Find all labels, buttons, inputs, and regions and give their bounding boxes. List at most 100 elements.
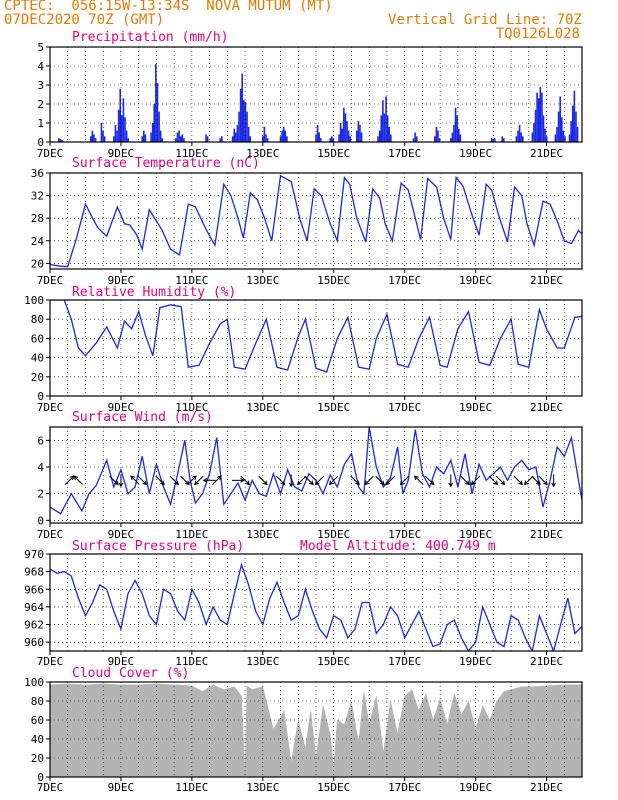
precip-bar [93,134,95,142]
precip-bar [178,130,180,142]
precip-bar [338,134,340,142]
x-tick-label: 7DEC [37,147,64,160]
x-tick-label: 19DEC [459,274,492,287]
panel-frame [49,681,583,778]
precip-bar [557,111,560,142]
wind-arrow-shaft [531,475,541,485]
wind-arrow-head [216,475,222,481]
wind-arrow-head [500,480,506,486]
wind-arrow-shaft [414,475,424,485]
panel-2: 20 24 28 32 36 7DEC 9DEC 11DEC 13DEC 15DEC 17DEC 19… [31,156,583,287]
precip-bar [377,136,379,142]
plot-area [58,64,579,142]
precip-bar [236,124,239,142]
wind-arrow-head [202,477,208,483]
wind-arrow-shaft [538,475,548,485]
plot-area [50,427,582,515]
wind-arrow-head [184,480,190,486]
precip-bar [158,111,160,142]
precip-bar [556,126,558,142]
y-tick-label: 5 [37,41,44,54]
wind-arrow-shaft [424,475,435,485]
x-tick-label: 7DEC [37,781,64,794]
x-tick-label: 21DEC [530,147,563,160]
x-tick-label: 9DEC [108,274,135,287]
y-tick-label: 0 [37,390,44,403]
y-tick-label: 968 [24,566,44,579]
y-tick-label: 6 [37,434,44,447]
precip-bar [284,130,287,142]
precip-bar [117,109,120,142]
wind-arrow-head [518,480,524,486]
wind-arrow-head [328,480,334,486]
precip-bar [239,88,242,142]
y-tick-label: 60 [31,332,44,345]
wind-arrow-shaft [73,475,83,485]
wind-arrow-head [174,480,180,486]
x-tick-label: 11DEC [175,655,208,668]
x-tick-label: 11DEC [175,274,208,287]
wind-arrow-head [493,480,499,486]
x-tick-label: 9DEC [108,401,135,414]
panel-title: Surface Pressure (hPa) [72,539,244,554]
y-tick-label: 40 [31,352,44,365]
model-id: TQ0126L028 [495,26,580,42]
precip-bar [435,126,438,142]
wind-arrow-head [240,477,246,483]
x-tick-label: 17DEC [388,147,421,160]
precip-bar [347,130,350,142]
precip-bar [176,132,179,142]
wind-arrow-head [413,475,419,481]
x-tick-label: 15DEC [317,655,350,668]
y-tick-label: 28 [31,212,44,225]
panel-title: Precipitation (mm/h) [72,30,229,45]
precip-bar [266,138,269,142]
y-tick-label: 20 [31,371,44,384]
panel-frame [49,172,583,270]
wind-arrow-head [288,482,294,488]
y-tick-label: 80 [31,313,44,326]
wind-arrow-head [114,480,119,486]
x-tick-label: 21DEC [530,528,563,541]
wind-arrow-head [536,480,541,486]
precip-bar [360,132,363,142]
wind-arrow-shaft [495,475,505,485]
wind-arrow-shaft [513,475,523,485]
x-tick-label: 15DEC [317,147,350,160]
wind-arrow-shaft [385,475,396,485]
x-tick-label: 9DEC [108,528,135,541]
wind-arrow-head [314,480,320,486]
wind-arrow-head [551,482,556,488]
x-tick-label: 13DEC [246,274,279,287]
precip-bar [125,130,128,142]
x-tick-label: 7DEC [37,655,64,668]
station-title: CPTEC: 056:15W-13:34S NOVA MUTUM (MT) [4,0,333,14]
y-tick-label: 100 [24,676,44,689]
precip-bar [316,124,319,142]
series-line [50,562,582,651]
y-tick-label: 1 [37,117,44,130]
precip-bar [390,134,392,142]
precip-bar [318,132,320,142]
precip-bar [575,111,577,142]
x-tick-label: 11DEC [175,401,208,414]
precip-bar [386,115,389,142]
wind-arrow-shaft [137,475,147,485]
wind-arrow-shaft [194,475,204,485]
precip-bar [536,92,538,142]
precip-bar [286,136,288,142]
wind-arrow-head [263,480,268,486]
precip-bar [102,130,104,142]
precip-bar [492,139,494,142]
y-tick-label: 36 [31,167,44,180]
wind-arrow-shaft [275,475,286,485]
precip-bar [576,126,579,142]
precip-bar [562,130,565,142]
precip-bar [457,128,460,142]
precip-bar [383,113,386,142]
precip-bar [116,130,118,142]
x-tick-label: 11DEC [175,781,208,794]
panel-4: 0 2 4 6 7DEC 9DEC 11DEC 13DEC 15DEC 17DEC 19DEC 21D… [37,410,583,541]
